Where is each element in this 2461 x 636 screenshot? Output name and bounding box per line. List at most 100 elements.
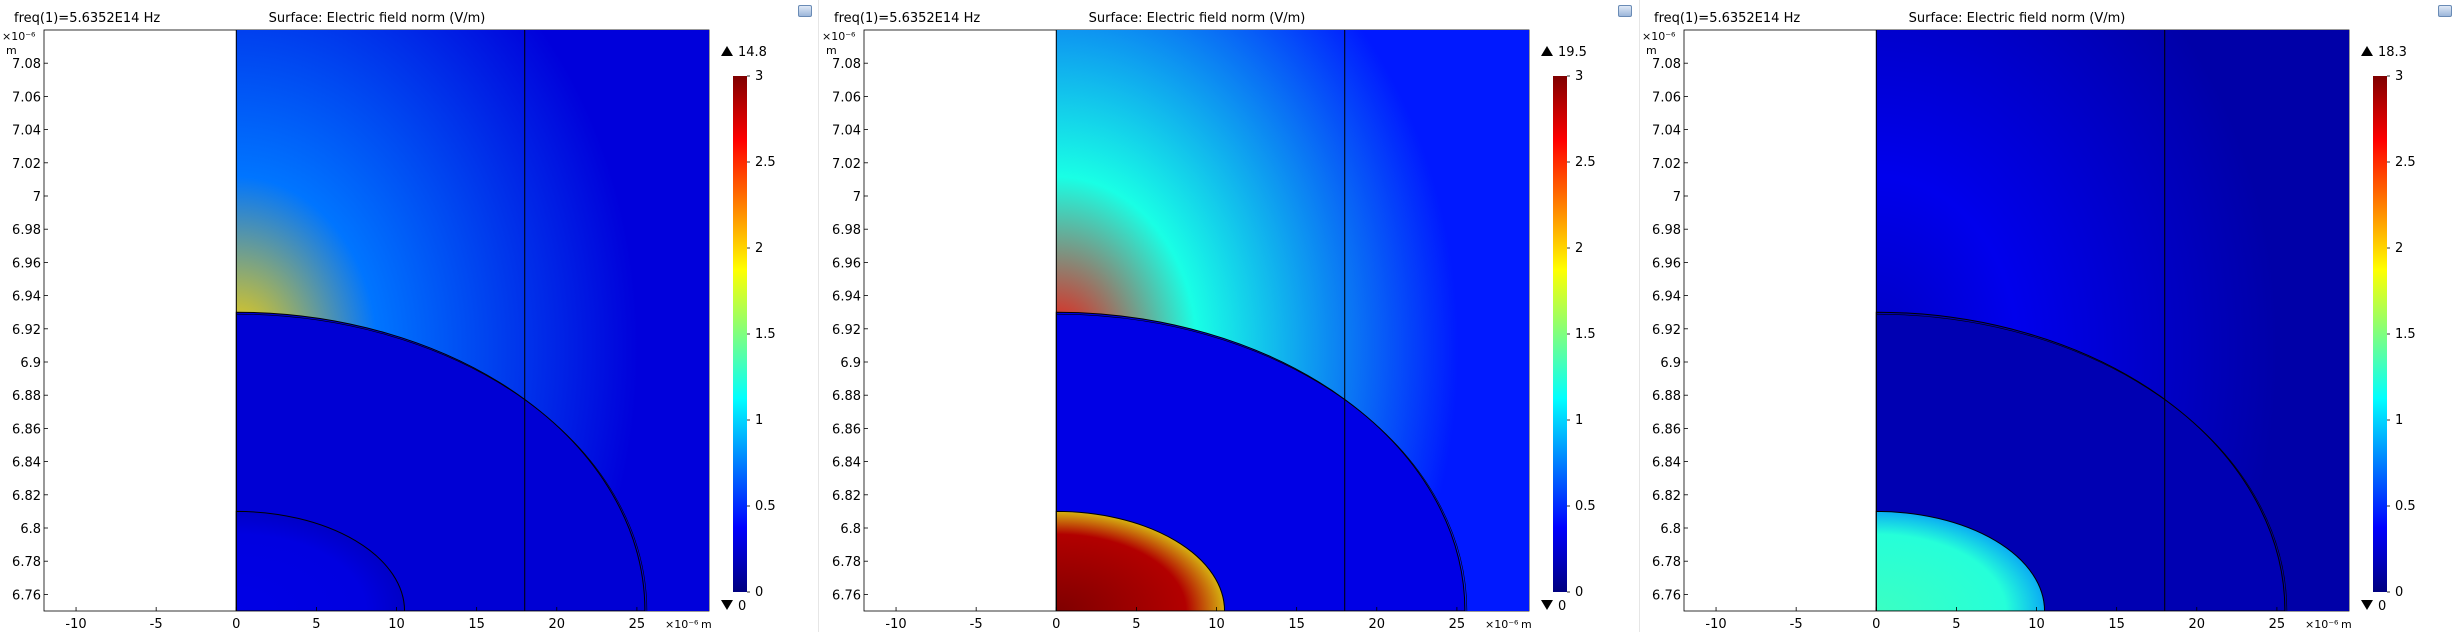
colorbar-tick-label: 1 (755, 413, 763, 428)
colorbar-tick-label: 0.5 (2395, 499, 2416, 514)
y-tick-label: 6.76 (12, 588, 41, 603)
x-tick-label: 20 (548, 617, 565, 632)
x-tick-label: 25 (629, 617, 646, 632)
y-tick-label: 6.78 (832, 555, 861, 570)
x-axis-unit: m (2341, 618, 2352, 631)
panel-divider (1639, 0, 1640, 632)
heatmap-chart: freq(1)=5.6352E14 Hz Surface: Electric fi… (2, 11, 776, 632)
x-tick-label: 5 (1132, 617, 1140, 632)
colorbar (733, 76, 747, 592)
plot-title: Surface: Electric field norm (V/m) (1089, 11, 1306, 26)
x-tick-label: -5 (150, 617, 163, 632)
x-tick-label: 0 (232, 617, 240, 632)
colorbar-min-value: 0 (738, 599, 746, 614)
y-tick-label: 7 (33, 190, 41, 205)
y-tick-label: 7.08 (12, 57, 41, 72)
colorbar-tick-label: 0 (2395, 585, 2403, 600)
y-tick-label: 6.76 (832, 588, 861, 603)
y-tick-label: 7 (1673, 190, 1681, 205)
x-tick-label: 10 (1208, 617, 1225, 632)
y-axis-multiplier: ×10⁻⁶ (1642, 30, 1676, 43)
y-tick-label: 6.82 (1652, 489, 1681, 504)
y-tick-label: 6.94 (1652, 290, 1681, 305)
colorbar-tick-label: 0 (755, 585, 763, 600)
y-tick-label: 7.08 (832, 57, 861, 72)
y-tick-label: 6.8 (20, 522, 41, 537)
frequency-label: freq(1)=5.6352E14 Hz (834, 11, 980, 26)
colorbar-tick-label: 2.5 (2395, 155, 2416, 170)
x-tick-label: -10 (885, 617, 906, 632)
y-tick-label: 6.96 (1652, 256, 1681, 271)
y-tick-label: 7.02 (12, 157, 41, 172)
plot-panel-2: freq(1)=5.6352E14 Hz Surface: Electric fi… (820, 0, 1640, 632)
y-tick-label: 6.88 (12, 389, 41, 404)
y-tick-label: 6.92 (12, 323, 41, 338)
plot-panel-3: freq(1)=5.6352E14 Hz Surface: Electric fi… (1640, 0, 2460, 632)
x-tick-label: 25 (1449, 617, 1466, 632)
colorbar-tick-label: 2 (1575, 241, 1583, 256)
y-tick-label: 6.98 (12, 223, 41, 238)
x-tick-label: 15 (2108, 617, 2125, 632)
y-tick-label: 6.8 (840, 522, 861, 537)
x-tick-label: 15 (1288, 617, 1305, 632)
screenshot-icon[interactable] (798, 5, 812, 17)
plot-title: Surface: Electric field norm (V/m) (1909, 11, 2126, 26)
y-tick-label: 7.04 (832, 124, 861, 139)
y-tick-label: 7.06 (1652, 90, 1681, 105)
x-tick-label: -5 (1790, 617, 1803, 632)
colorbar-tick-label: 1.5 (2395, 327, 2416, 342)
heatmap-chart: freq(1)=5.6352E14 Hz Surface: Electric fi… (822, 11, 1596, 632)
colorbar-tick-label: 2 (755, 241, 763, 256)
max-triangle-icon (2361, 46, 2373, 56)
y-tick-label: 6.84 (12, 456, 41, 471)
colorbar-tick-label: 0.5 (1575, 499, 1596, 514)
y-tick-label: 6.98 (832, 223, 861, 238)
x-tick-label: -10 (65, 617, 86, 632)
field-region-core (1055, 510, 1226, 611)
x-tick-label: 10 (388, 617, 405, 632)
y-tick-label: 7.04 (1652, 124, 1681, 139)
x-axis-multiplier: ×10⁻⁶ (665, 618, 699, 631)
y-tick-label: 6.94 (832, 290, 861, 305)
colorbar-min-value: 0 (1558, 599, 1566, 614)
x-axis-unit: m (1521, 618, 1532, 631)
x-tick-label: 10 (2028, 617, 2045, 632)
y-tick-label: 6.9 (20, 356, 41, 371)
field-region-core (1875, 510, 2046, 611)
x-axis-unit: m (701, 618, 712, 631)
x-axis-multiplier: ×10⁻⁶ (1485, 618, 1519, 631)
x-tick-label: 20 (1368, 617, 1385, 632)
y-tick-label: 6.88 (832, 389, 861, 404)
x-tick-label: 5 (1952, 617, 1960, 632)
plot-panel-1: freq(1)=5.6352E14 Hz Surface: Electric fi… (0, 0, 820, 632)
colorbar-tick-label: 3 (1575, 69, 1583, 84)
y-tick-label: 6.82 (12, 489, 41, 504)
y-tick-label: 6.88 (1652, 389, 1681, 404)
y-tick-label: 6.86 (832, 422, 861, 437)
x-tick-label: -5 (970, 617, 983, 632)
colorbar-tick-label: 3 (2395, 69, 2403, 84)
y-tick-label: 6.82 (832, 489, 861, 504)
x-tick-label: 0 (1872, 617, 1880, 632)
screenshot-icon[interactable] (2438, 5, 2452, 17)
y-axis-multiplier: ×10⁻⁶ (822, 30, 856, 43)
max-triangle-icon (721, 46, 733, 56)
screenshot-icon[interactable] (1618, 5, 1632, 17)
y-tick-label: 6.84 (1652, 456, 1681, 471)
y-tick-label: 7.02 (832, 157, 861, 172)
heatmap-chart: freq(1)=5.6352E14 Hz Surface: Electric fi… (1642, 11, 2416, 632)
colorbar-tick-label: 0 (1575, 585, 1583, 600)
y-tick-label: 7.06 (832, 90, 861, 105)
frequency-label: freq(1)=5.6352E14 Hz (14, 11, 160, 26)
min-triangle-icon (1541, 600, 1553, 610)
colorbar-max-value: 14.8 (738, 45, 767, 60)
y-tick-label: 6.8 (1660, 522, 1681, 537)
colorbar-min-value: 0 (2378, 599, 2386, 614)
colorbar-max-value: 19.5 (1558, 45, 1587, 60)
min-triangle-icon (2361, 600, 2373, 610)
y-tick-label: 6.86 (12, 422, 41, 437)
colorbar-tick-label: 3 (755, 69, 763, 84)
field-region-core (235, 510, 406, 611)
y-tick-label: 6.86 (1652, 422, 1681, 437)
y-tick-label: 6.9 (1660, 356, 1681, 371)
